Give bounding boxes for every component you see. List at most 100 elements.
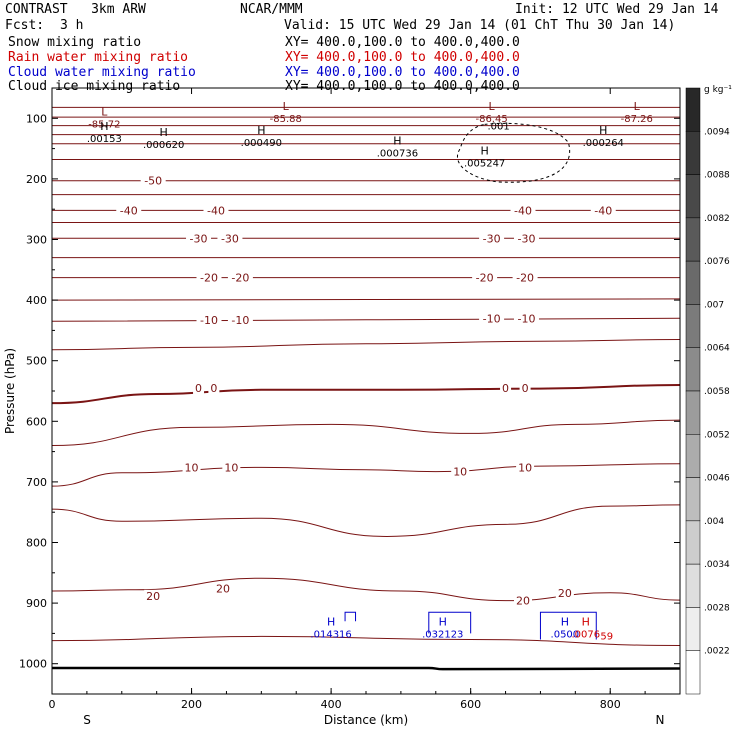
contour-label: 0	[502, 382, 509, 395]
contour-label: -10	[231, 314, 249, 327]
extremum-value: .0500	[551, 630, 580, 641]
contour-label-bg	[182, 461, 201, 474]
contour-label: 0	[210, 382, 217, 395]
contour-label-bg	[555, 586, 574, 599]
extremum-value: .000620	[143, 140, 184, 151]
field-snow-xy: XY= 400.0,100.0 to 400.0,400.0	[285, 35, 520, 50]
contour-label: -30	[518, 232, 536, 245]
extremum-value: .000736	[377, 148, 418, 159]
colorbar-swatch	[685, 477, 701, 522]
colorbar-label: .0022	[704, 647, 730, 657]
contour-label: 10	[518, 461, 532, 474]
contour-t25	[51, 635, 681, 647]
contour-label-bg	[196, 314, 222, 327]
extremum-value: .0076	[571, 630, 600, 641]
init-time: Init: 12 UTC Wed 29 Jan 14	[515, 2, 719, 17]
y-tick-label: 100	[26, 112, 47, 125]
high-marker: H	[327, 616, 335, 629]
low-marker: L	[489, 100, 496, 113]
contour-label: -20	[476, 272, 494, 285]
high-marker: H	[393, 134, 401, 147]
south-label: S	[83, 713, 91, 727]
contour-label: -20	[231, 272, 249, 285]
y-tick-label: 900	[26, 597, 47, 610]
north-label: N	[656, 713, 665, 727]
forecast-hours: 3 h	[60, 18, 84, 33]
y-tick-label: 300	[26, 234, 47, 247]
high-marker: H	[561, 616, 569, 629]
field-cloudice-xy: XY= 400.0,100.0 to 400.0,400.0	[285, 79, 520, 94]
extremum-value: .00153	[87, 134, 122, 145]
contour-label: -10	[200, 314, 218, 327]
high-marker: H	[599, 124, 607, 137]
colorbar-label: .0076	[704, 257, 730, 267]
contour-label-bg	[513, 312, 539, 325]
y-axis-label: Pressure (hPa)	[3, 348, 17, 434]
colorbar-swatch	[685, 347, 701, 392]
extremum-value: .014316	[310, 630, 351, 641]
high-marker: H	[160, 126, 168, 139]
contour-t5	[51, 419, 681, 447]
contour-label-bg	[513, 232, 539, 245]
colorbar-label: .007	[704, 300, 724, 310]
org-title: NCAR/MMM	[240, 2, 303, 17]
cloud-ice-contour	[457, 122, 571, 183]
x-tick-label: 600	[460, 698, 481, 711]
contour-label: -30	[483, 232, 501, 245]
x-tick-label: 0	[49, 698, 56, 711]
contour-label-bg	[196, 271, 222, 284]
colorbar-swatch	[685, 174, 701, 219]
contour-label: 10	[453, 466, 467, 479]
low-marker: L	[101, 105, 108, 118]
colorbar-label: .0046	[704, 474, 730, 484]
contour-label-bg	[193, 381, 205, 394]
contour-label-bg	[144, 589, 163, 602]
colorbar-swatch	[685, 260, 701, 305]
contour-label: -50	[144, 175, 162, 188]
colorbar-label: .0058	[704, 387, 730, 397]
contour-label-bg	[217, 232, 243, 245]
contour-label-bg	[140, 174, 166, 187]
extremum-value: -85.88	[270, 114, 302, 125]
contour-label-bg	[208, 381, 220, 394]
x-tick-label: 400	[321, 698, 342, 711]
colorbar-swatch	[685, 434, 701, 478]
model-title: CONTRAST 3km ARW	[5, 2, 146, 17]
rain-value: 59	[600, 631, 613, 642]
contour-t-5	[51, 338, 681, 351]
extremum-value: .000490	[241, 138, 282, 149]
colorbar-swatch	[685, 87, 701, 132]
colorbar-swatch	[685, 217, 701, 262]
colorbar-label: .0034	[704, 560, 730, 570]
field-rain-xy: XY= 400.0,100.0 to 400.0,400.0	[285, 50, 520, 65]
colorbar-label: .0052	[704, 430, 730, 440]
contour-label: 20	[216, 583, 230, 596]
contour-label: 20	[146, 590, 160, 603]
low-marker: L	[634, 100, 641, 113]
cloud-water-contour-1	[428, 611, 472, 634]
colorbar-label: .0064	[704, 344, 730, 354]
x-tick-label: 800	[600, 698, 621, 711]
y-tick-label: 800	[26, 537, 47, 550]
colorbar-label: .0082	[704, 214, 730, 224]
extremum-value: .005247	[464, 159, 505, 170]
extremum-value: .000264	[583, 138, 624, 149]
y-tick-label: 700	[26, 476, 47, 489]
contour-label: -40	[514, 204, 532, 217]
extremum-value: .032123	[422, 630, 463, 641]
contour-t10	[51, 463, 681, 487]
contour-label-bg	[479, 232, 505, 245]
contour-label-bg	[519, 381, 531, 394]
forecast-label: Fcst:	[5, 18, 45, 33]
extremum-value: -86.45	[475, 114, 507, 125]
contour-label: -40	[207, 204, 225, 217]
contour-label-bg	[472, 271, 498, 284]
contour-label-bg	[590, 204, 616, 217]
y-tick-label: 1000	[19, 658, 47, 671]
colorbar-swatch	[685, 390, 701, 435]
colorbar-unit: g kg⁻¹	[704, 85, 732, 95]
contour-label-bg	[514, 594, 532, 607]
contour-label: -20	[200, 272, 218, 285]
y-tick-label: 600	[26, 415, 47, 428]
